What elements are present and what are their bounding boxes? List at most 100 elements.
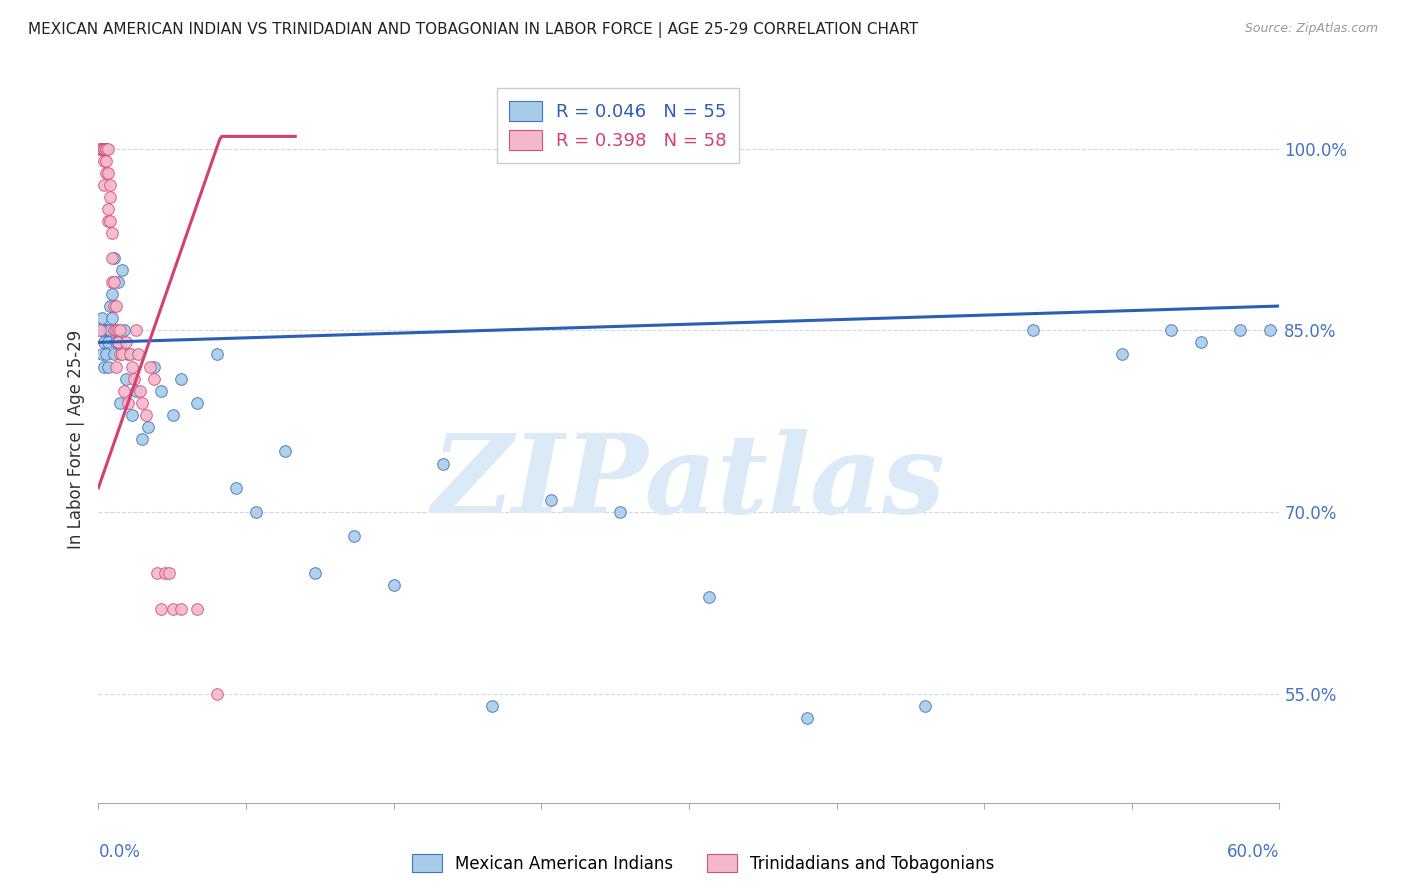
Point (170, 372, 193, 386)
Text: Source: ZipAtlas.com: Source: ZipAtlas.com (1244, 22, 1378, 36)
Point (170, 602, 193, 616)
Point (101, 287, 124, 301)
Point (304, 566, 326, 580)
Point (89, 323, 111, 337)
Point (111, 262, 134, 277)
Point (98, 214, 121, 228)
Point (186, 396, 208, 410)
Point (162, 408, 184, 422)
Point (125, 384, 148, 398)
Point (108, 347, 131, 361)
Point (105, 299, 128, 313)
Point (135, 408, 157, 422)
Point (343, 529, 366, 543)
Point (91, 311, 114, 326)
Point (108, 396, 131, 410)
Point (205, 347, 228, 361)
Point (914, 698, 936, 713)
Point (97, 214, 120, 228)
Point (91, 142, 114, 156)
Point (117, 396, 139, 410)
Point (142, 359, 165, 374)
Point (96, 142, 118, 156)
Point (609, 505, 631, 519)
Point (162, 602, 184, 616)
Point (93, 142, 115, 156)
Text: 0.0%: 0.0% (98, 843, 141, 861)
Point (93, 335, 115, 350)
Point (131, 396, 153, 410)
Point (101, 251, 124, 265)
Point (138, 359, 160, 374)
Point (432, 457, 454, 471)
Point (111, 347, 134, 361)
Point (96, 347, 118, 361)
Point (205, 687, 228, 701)
Point (105, 323, 128, 337)
Point (1189, 335, 1212, 350)
Point (96, 142, 118, 156)
Point (103, 275, 125, 289)
Point (93, 178, 115, 192)
Point (157, 566, 180, 580)
Point (115, 372, 138, 386)
Point (93, 359, 115, 374)
Y-axis label: In Labor Force | Age 25-29: In Labor Force | Age 25-29 (66, 330, 84, 549)
Point (103, 251, 125, 265)
Point (1258, 323, 1281, 337)
Point (697, 590, 720, 604)
Point (136, 420, 159, 434)
Point (131, 433, 153, 447)
Point (101, 275, 124, 289)
Point (481, 698, 503, 713)
Point (146, 566, 169, 580)
Point (382, 578, 405, 592)
Legend: Mexican American Indians, Trinidadians and Tobagonians: Mexican American Indians, Trinidadians a… (405, 847, 1001, 880)
Text: MEXICAN AMERICAN INDIAN VS TRINIDADIAN AND TOBAGONIAN IN LABOR FORCE | AGE 25-29: MEXICAN AMERICAN INDIAN VS TRINIDADIAN A… (28, 22, 918, 38)
Point (107, 335, 129, 350)
Point (127, 347, 149, 361)
Point (107, 323, 129, 337)
Point (121, 359, 143, 374)
Text: 60.0%: 60.0% (1227, 843, 1279, 861)
Point (1160, 323, 1182, 337)
Point (103, 323, 125, 337)
Point (796, 711, 818, 725)
Point (91, 142, 114, 156)
Point (101, 227, 124, 241)
Point (91, 347, 114, 361)
Point (89, 142, 111, 156)
Point (150, 384, 173, 398)
Point (96, 142, 118, 156)
Point (274, 444, 297, 458)
Point (122, 372, 145, 386)
Point (89, 323, 111, 337)
Point (97, 142, 120, 156)
Point (128, 384, 150, 398)
Point (101, 311, 124, 326)
Point (93, 142, 115, 156)
Point (1022, 323, 1045, 337)
Point (118, 347, 141, 361)
Point (155, 566, 177, 580)
Point (98, 323, 121, 337)
Point (98, 190, 121, 204)
Point (105, 359, 128, 374)
Point (108, 323, 131, 337)
Point (540, 492, 562, 507)
Point (97, 359, 120, 374)
Point (103, 347, 125, 361)
Point (1229, 323, 1251, 337)
Point (150, 602, 173, 616)
Point (103, 299, 125, 313)
Point (225, 481, 247, 495)
Point (142, 372, 165, 386)
Point (245, 505, 267, 519)
Text: ZIPatlas: ZIPatlas (432, 429, 946, 537)
Point (93, 323, 115, 337)
Point (112, 384, 135, 398)
Point (107, 275, 129, 289)
Point (121, 408, 143, 422)
Point (98, 299, 121, 313)
Point (107, 335, 129, 350)
